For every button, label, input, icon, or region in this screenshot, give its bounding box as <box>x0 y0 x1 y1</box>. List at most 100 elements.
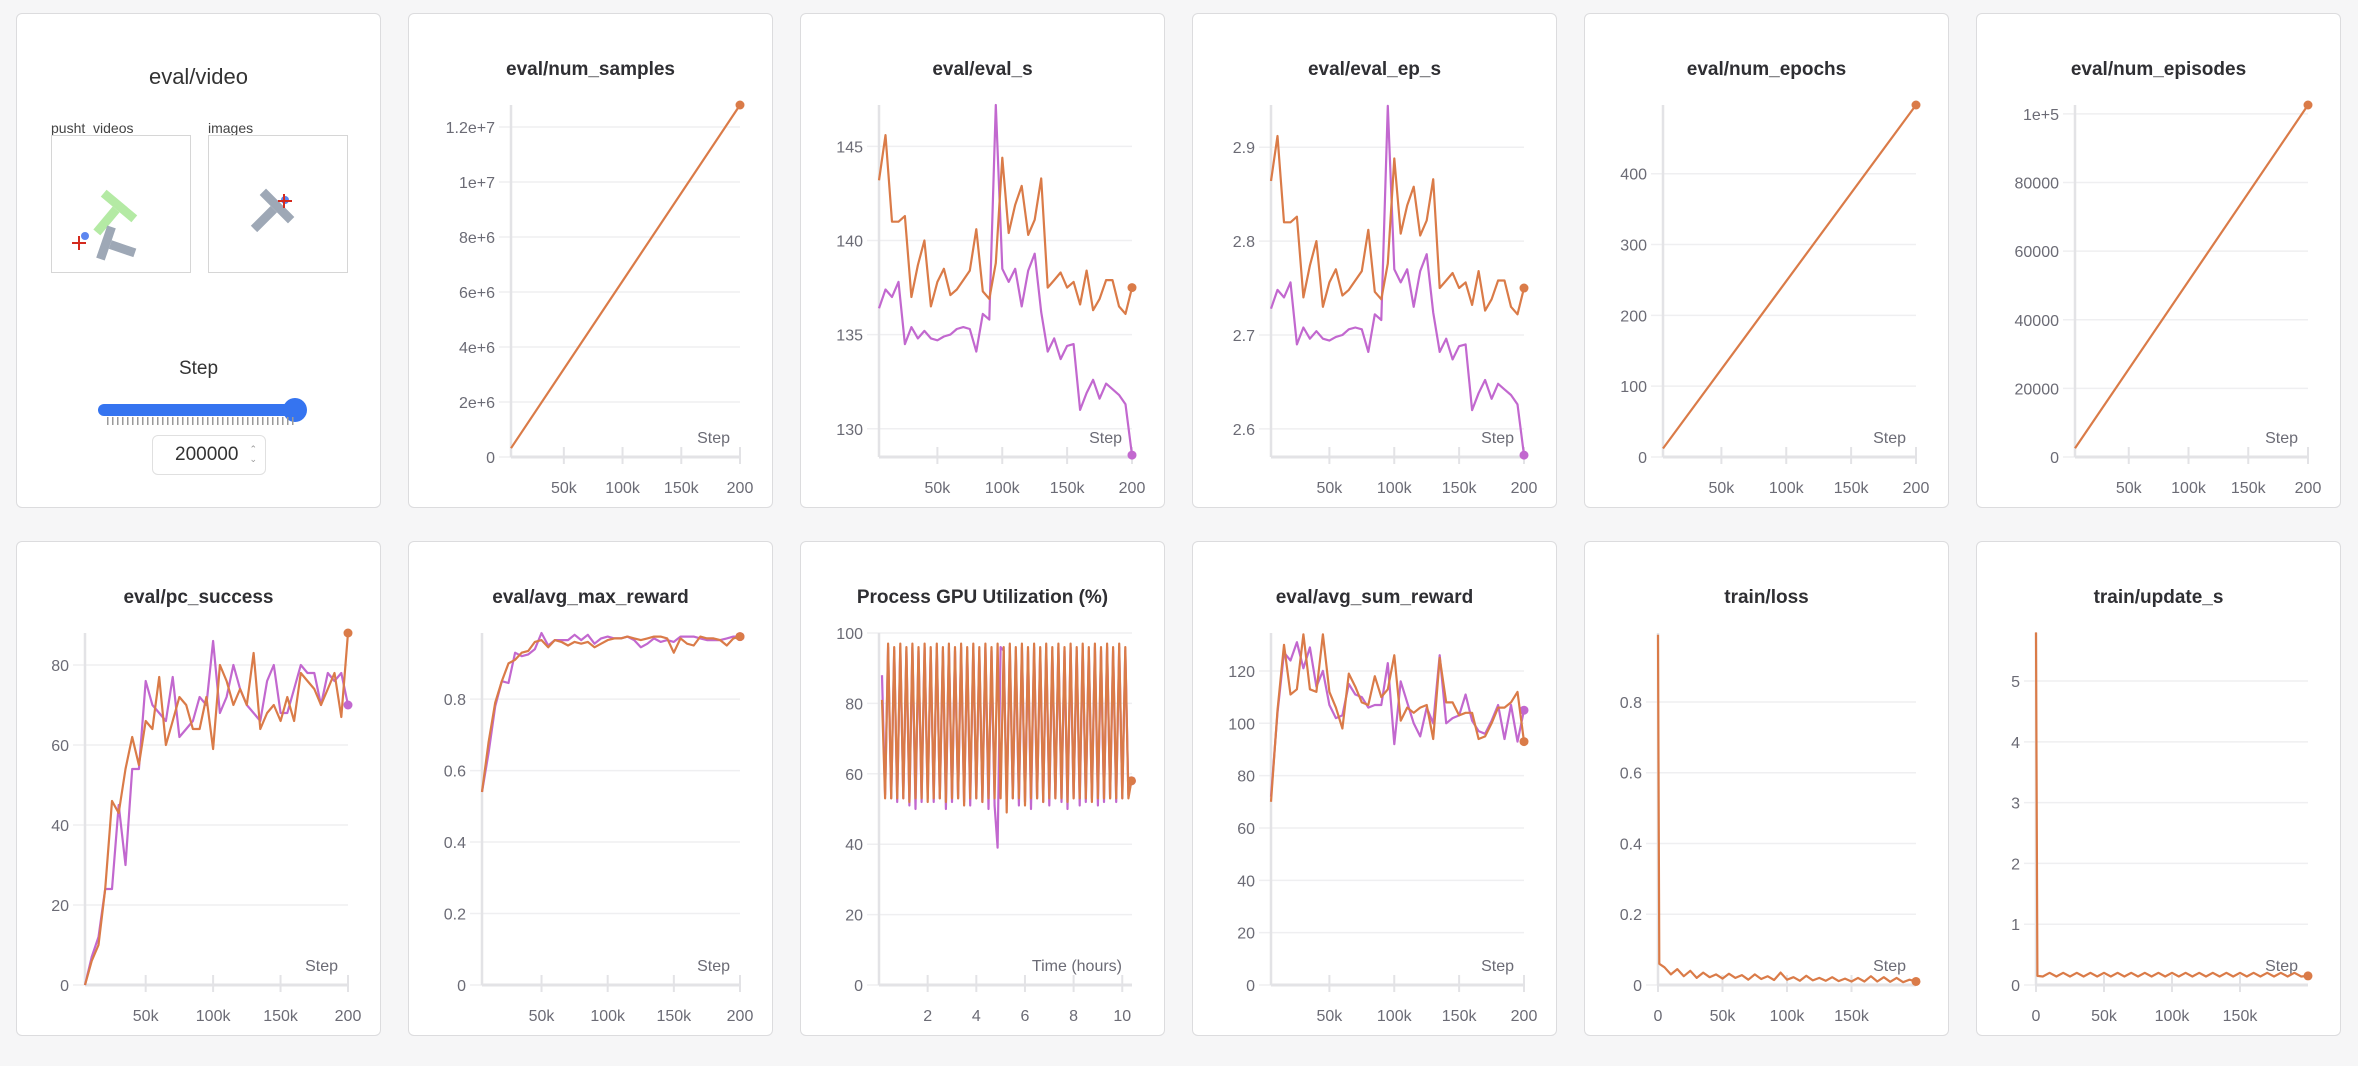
chart-plot[interactable]: 130 135 140 145 50k 100k 150k 200 Step <box>801 14 1166 509</box>
series-line-0[interactable] <box>1269 641 1526 797</box>
panel-eval-eval-s[interactable]: eval/eval_s 130 135 140 145 50k 100k 150k 200 Ste… <box>800 13 1165 508</box>
panel-eval-num-episodes[interactable]: eval/num_episodes 0 20000 40000 60000 80000 1e… <box>1976 13 2341 508</box>
media-label-images: images <box>208 120 254 136</box>
chart-title: eval/avg_sum_reward <box>1275 587 1474 608</box>
y-tick-label: 100 <box>1228 716 1255 733</box>
y-tick-label: 40000 <box>2015 313 2060 330</box>
video-thumbnail-images[interactable] <box>208 135 348 273</box>
chart-plot[interactable]: 0 20 40 60 80 100 2 4 6 8 10 Time (hours) <box>801 542 1166 1037</box>
x-tick-label: 100k <box>1377 1008 1413 1025</box>
series-line-0[interactable] <box>877 103 1134 456</box>
y-tick-label: 60 <box>845 767 863 784</box>
series-endpoint-marker <box>343 628 353 638</box>
x-tick-label: 100k <box>2171 480 2207 497</box>
x-tick-label: 200 <box>727 480 754 497</box>
panel-eval-eval-ep-s[interactable]: eval/eval_ep_s 2.6 2.7 2.8 2.9 50k 100k 150k 200… <box>1192 13 1557 508</box>
y-tick-label: 20 <box>51 898 69 915</box>
chart-plot[interactable]: 0 2e+6 4e+6 6e+6 8e+6 1e+7 1.2e+7 50k 100k 150k 20… <box>409 14 774 509</box>
series-endpoint-marker <box>1519 705 1529 715</box>
x-tick-label: 100k <box>605 480 641 497</box>
series-endpoint-marker <box>735 632 745 642</box>
y-tick-label: 2 <box>2011 856 2020 873</box>
series-line-1[interactable] <box>880 642 1133 814</box>
x-axis-label: Step <box>697 430 730 447</box>
series-line-0[interactable] <box>83 639 350 986</box>
x-tick-label: 50k <box>529 1008 556 1025</box>
y-tick-label: 0 <box>486 450 495 467</box>
chart-plot[interactable]: 0 0.2 0.4 0.6 0.8 0 50k 100k 150k Step <box>1585 542 1950 1037</box>
series-line-1[interactable] <box>1269 633 1526 802</box>
series-line-1[interactable] <box>83 632 350 986</box>
panel-train-update-s[interactable]: train/update_s 0 1 2 3 4 5 0 50k 100k 150k Step <box>1976 541 2341 1036</box>
y-tick-label: 200 <box>1620 308 1647 325</box>
chart-plot[interactable]: 0 100 200 300 400 50k 100k 150k 200 Step <box>1585 14 1950 509</box>
panel-eval-pc-success[interactable]: eval/pc_success 0 20 40 60 80 50k 100k 150k 200 St… <box>16 541 381 1036</box>
x-axis-label: Step <box>1089 430 1122 447</box>
x-tick-label: 6 <box>1021 1008 1030 1025</box>
x-tick-label: 200 <box>727 1008 754 1025</box>
series-line-1[interactable] <box>480 635 741 793</box>
chart-plot[interactable]: 0 20000 40000 60000 80000 1e+5 50k 100k 150k 200 S… <box>1977 14 2342 509</box>
chart-title: train/update_s <box>2093 587 2224 608</box>
panel-eval-avg-max-reward[interactable]: eval/avg_max_reward 0 0.2 0.4 0.6 0.8 50k 100k 1… <box>408 541 773 1036</box>
panel-eval-num-samples[interactable]: eval/num_samples 0 2e+6 4e+6 6e+6 8e+6 1e+7 1.2… <box>408 13 773 508</box>
step-number-input[interactable]: 200000 ⌃ ⌄ <box>152 435 266 475</box>
y-tick-label: 40 <box>1237 873 1255 890</box>
x-tick-label: 150k <box>263 1008 299 1025</box>
chart-title: eval/num_epochs <box>1686 59 1847 80</box>
x-tick-label: 50k <box>924 480 951 497</box>
x-axis-label: Step <box>1873 958 1906 975</box>
y-tick-label: 1.2e+7 <box>446 120 495 137</box>
spinner-arrows-icon[interactable]: ⌃ ⌄ <box>249 444 257 464</box>
y-tick-label: 0.6 <box>444 764 466 781</box>
x-axis-label: Time (hours) <box>1032 958 1122 975</box>
chart-plot[interactable]: 0 20 40 60 80 100 120 50k 100k 150k 200 Step <box>1193 542 1558 1037</box>
y-tick-label: 0 <box>457 978 466 995</box>
x-tick-label: 50k <box>2116 480 2143 497</box>
chart-plot[interactable]: 2.6 2.7 2.8 2.9 50k 100k 150k 200 Step <box>1193 14 1558 509</box>
slider-track[interactable] <box>98 404 301 416</box>
x-tick-label: 150k <box>1050 480 1086 497</box>
series-line-1[interactable] <box>877 133 1134 315</box>
y-tick-label: 2.9 <box>1233 140 1255 157</box>
y-tick-label: 0.2 <box>1620 907 1642 924</box>
x-axis-label: Step <box>305 958 338 975</box>
chart-title: eval/eval_ep_s <box>1307 59 1442 80</box>
x-tick-label: 150k <box>1834 1008 1870 1025</box>
x-tick-label: 100k <box>590 1008 626 1025</box>
panel-eval-num-epochs[interactable]: eval/num_epochs 0 100 200 300 400 50k 100k 150k 2… <box>1584 13 1949 508</box>
chart-title: eval/eval_s <box>932 59 1033 80</box>
y-tick-label: 80 <box>1237 769 1255 786</box>
series-line-0[interactable] <box>510 104 741 449</box>
y-tick-label: 0 <box>854 978 863 995</box>
y-tick-label: 4 <box>2011 735 2020 752</box>
step-slider[interactable] <box>98 398 307 422</box>
series-line-0[interactable] <box>480 631 740 793</box>
panel-train-loss[interactable]: train/loss 0 0.2 0.4 0.6 0.8 0 50k 100k 150k Step <box>1584 541 1949 1036</box>
series-line-0[interactable] <box>1662 104 1917 450</box>
y-tick-label: 140 <box>836 234 863 251</box>
y-tick-label: 0.4 <box>1620 836 1642 853</box>
series-line-0[interactable] <box>1269 104 1526 456</box>
series-line-0[interactable] <box>2034 632 2309 978</box>
panel-eval-avg-sum-reward[interactable]: eval/avg_sum_reward 0 20 40 60 80 100 120 50k 100… <box>1192 541 1557 1036</box>
y-tick-label: 20000 <box>2015 381 2060 398</box>
chart-plot[interactable]: 0 0.2 0.4 0.6 0.8 50k 100k 150k 200 Step <box>409 542 774 1037</box>
step-label: Step <box>178 358 219 379</box>
y-tick-label: 135 <box>836 328 863 345</box>
series-line-0[interactable] <box>2074 104 2309 449</box>
y-tick-label: 4e+6 <box>459 340 495 357</box>
series-endpoint-marker <box>1519 450 1529 460</box>
chart-title: train/loss <box>1724 587 1809 608</box>
x-tick-label: 150k <box>1442 1008 1478 1025</box>
series-line-0[interactable] <box>1656 634 1917 984</box>
y-tick-label: 0.4 <box>444 835 466 852</box>
panel-process-gpu-utilization-[interactable]: Process GPU Utilization (%) 0 20 40 60 80 100 2… <box>800 541 1165 1036</box>
video-thumbnail-pusht[interactable] <box>51 135 191 273</box>
y-tick-label: 6e+6 <box>459 285 495 302</box>
chart-plot[interactable]: 0 20 40 60 80 50k 100k 150k 200 Step <box>17 542 382 1037</box>
y-tick-label: 40 <box>845 837 863 854</box>
chart-plot[interactable]: 0 1 2 3 4 5 0 50k 100k 150k Step <box>1977 542 2342 1037</box>
x-tick-label: 50k <box>2091 1008 2118 1025</box>
series-line-1[interactable] <box>1269 134 1526 316</box>
